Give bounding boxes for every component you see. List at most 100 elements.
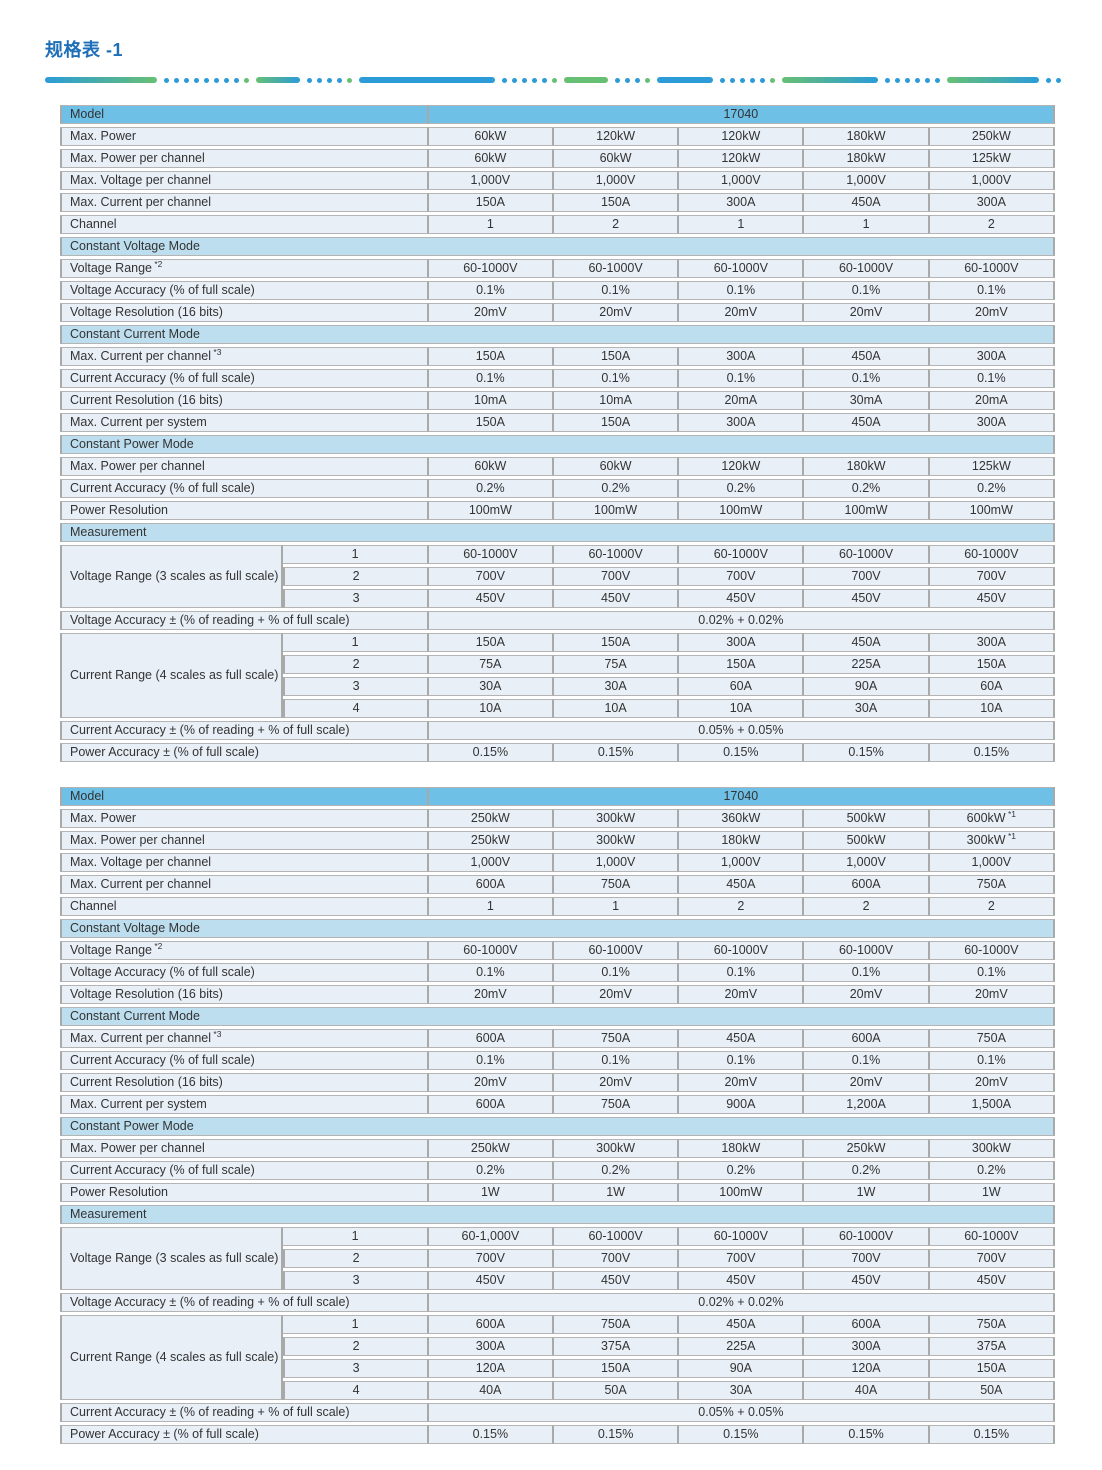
divider-dot: [645, 77, 650, 83]
spec-value: 50A: [553, 1381, 680, 1400]
row-label: Max. Current per system: [60, 413, 429, 432]
spec-value: 60kW: [553, 457, 680, 476]
row-label: Current Accuracy (% of full scale): [60, 1051, 429, 1070]
spec-value: 120kW: [679, 149, 805, 168]
footnote-marker: *1: [1005, 831, 1016, 841]
section-header-row: Measurement: [60, 1205, 1055, 1224]
spec-value: 0.1%: [428, 1051, 554, 1070]
divider-dot: [502, 77, 507, 83]
spec-value: 450V: [929, 589, 1055, 608]
row-label: Voltage Resolution (16 bits): [60, 303, 429, 322]
spec-value: 60-1000V: [428, 941, 554, 960]
spec-value: 60-1000V: [553, 545, 680, 564]
spec-value: 0.1%: [428, 281, 554, 300]
spec-value: 1,200A: [804, 1095, 930, 1114]
divider-dash: [782, 77, 878, 83]
spec-value: 20mV: [929, 303, 1055, 322]
spec-value: 300A: [929, 413, 1055, 432]
page-title: 规格表 -1: [45, 40, 124, 60]
row-label: Max. Power per channel: [60, 457, 429, 476]
divider-dot: [512, 77, 517, 83]
divider-dash: [256, 77, 300, 83]
spec-value: 300A: [679, 633, 805, 652]
row-label: Voltage Accuracy ± (% of reading + % of …: [60, 611, 429, 630]
spec-value: 60kW: [428, 127, 554, 146]
divider-dot: [542, 77, 547, 83]
spec-value: 250kW: [428, 1139, 554, 1158]
section-header: Constant Voltage Mode: [60, 237, 1055, 256]
spec-value: 750A: [929, 1029, 1055, 1048]
section-header-row: Constant Current Mode: [60, 325, 1055, 344]
spec-value: 150A: [929, 1359, 1055, 1378]
divider-dot: [625, 77, 630, 83]
spec-value: 0.1%: [553, 1051, 680, 1070]
spec-value: 150A: [679, 655, 805, 674]
row-label: Model: [60, 105, 429, 124]
footnote-marker: *3: [211, 1029, 222, 1039]
row-label: Max. Power: [60, 127, 429, 146]
spec-row: Max. Power per channel 250kW 300kW 180kW 250…: [60, 1139, 1055, 1158]
spec-value: 250kW: [428, 809, 554, 828]
spec-value: 20mV: [804, 1073, 930, 1092]
spec-value: 700V: [804, 567, 930, 586]
scale-number: 4: [283, 1381, 429, 1400]
spec-value: 0.15%: [553, 743, 680, 762]
divider-dots: [502, 77, 557, 83]
spec-value: 300A: [428, 1337, 554, 1356]
spec-value: 40A: [428, 1381, 554, 1400]
spec-value: 250kW: [804, 1139, 930, 1158]
model-row: Model 17040: [60, 105, 1055, 124]
spec-value: 180kW: [804, 457, 930, 476]
spec-value: 150A: [428, 413, 554, 432]
section-header-row: Constant Current Mode: [60, 1007, 1055, 1026]
spec-value: 750A: [553, 1315, 680, 1334]
spec-row: Current Resolution (16 bits) 10mA 10mA 20mA…: [60, 391, 1055, 410]
spec-value: 20mV: [929, 1073, 1055, 1092]
divider-dots: [615, 77, 650, 83]
spec-value: 450V: [804, 589, 930, 608]
spec-value: 150A: [428, 347, 554, 366]
spec-value: 0.1%: [553, 281, 680, 300]
spec-value: 150A: [553, 633, 680, 652]
spec-value: 0.1%: [804, 281, 930, 300]
divider-dot: [750, 77, 755, 83]
spec-row: Power Accuracy ± (% of full scale) 0.15% 0…: [60, 743, 1055, 762]
spec-value: 40A: [804, 1381, 930, 1400]
spec-value: 300A: [929, 633, 1055, 652]
row-label: Max. Power per channel: [60, 1139, 429, 1158]
divider-dot: [317, 77, 322, 83]
spec-row: Current Accuracy ± (% of reading + % of …: [60, 1403, 1055, 1422]
spec-value: 225A: [804, 655, 930, 674]
spec-row: Voltage Resolution (16 bits) 20mV 20mV 20mV…: [60, 303, 1055, 322]
spec-value: 20mV: [428, 985, 554, 1004]
spec-value: 0.2%: [428, 1161, 554, 1180]
spec-value: 0.1%: [804, 369, 930, 388]
spec-value: 0.2%: [553, 479, 680, 498]
spec-value: 150A: [553, 1359, 680, 1378]
section-header: Constant Voltage Mode: [60, 919, 1055, 938]
spec-value: 700V: [553, 567, 680, 586]
spec-value: 60-1000V: [929, 259, 1055, 278]
spec-value: 2: [679, 897, 805, 916]
spec-row: 3 450V 450V 450V 450V 450V: [60, 1271, 1055, 1290]
divider-dash: [564, 77, 608, 83]
scale-number: 2: [283, 1337, 429, 1356]
spec-row: Power Resolution 1W 1W 100mW 1W 1W: [60, 1183, 1055, 1202]
footnote-marker: *3: [211, 347, 222, 357]
spec-row: Current Range (4 scales as full scale) 1 6…: [60, 1315, 1055, 1400]
spec-value: 0.2%: [804, 479, 930, 498]
spec-row: Max. Power per channel 60kW 60kW 120kW 180kW…: [60, 149, 1055, 168]
row-label: Current Accuracy ± (% of reading + % of …: [60, 1403, 429, 1422]
spec-row: Max. Power per channel 60kW 60kW 120kW 180kW…: [60, 457, 1055, 476]
spec-value: 700V: [553, 1249, 680, 1268]
spec-value: 450A: [679, 875, 805, 894]
divider-dots: [164, 77, 249, 83]
spec-value: 0.15%: [428, 743, 554, 762]
spec-value: 0.15%: [929, 1425, 1055, 1444]
spec-value: 60-1000V: [553, 941, 680, 960]
scale-number: 1: [283, 633, 429, 652]
row-label: Max. Current per channel: [60, 193, 429, 212]
divider-dot: [905, 77, 910, 83]
spec-value: 700V: [679, 567, 805, 586]
